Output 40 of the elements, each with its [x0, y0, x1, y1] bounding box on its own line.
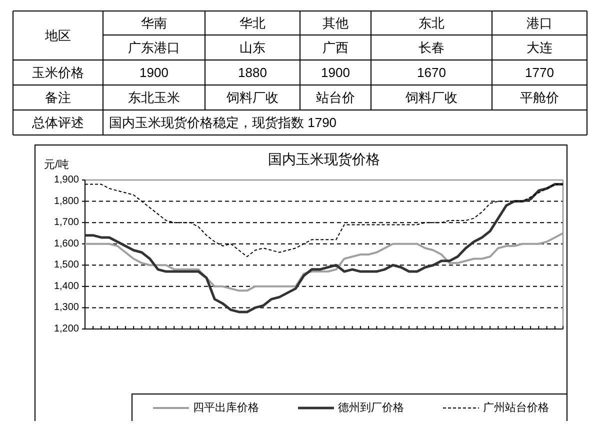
chart-title: 国内玉米现货价格	[268, 151, 380, 167]
text: 港口	[526, 16, 552, 30]
y-tick-label: 1,300	[54, 302, 80, 314]
y-tick-label: 1,900	[54, 174, 80, 186]
text: 东北	[418, 16, 444, 30]
text: 1880	[238, 65, 267, 80]
y-tick-label: 1,700	[54, 217, 80, 228]
text: 大连	[526, 40, 552, 55]
text: 1900	[140, 65, 168, 80]
y-tick-label: 1,800	[54, 196, 80, 207]
y-tick-label: 1,500	[54, 260, 80, 271]
text: 饲料厂收	[226, 90, 278, 105]
y-tick-label: 1,600	[54, 238, 80, 250]
line-series	[84, 232, 564, 292]
legend-label: 广州站台价格	[483, 401, 549, 414]
y-tick-label: 1,200	[54, 324, 80, 334]
text: 其他	[322, 16, 348, 30]
text: 地区	[44, 28, 71, 43]
text: 1900	[321, 65, 350, 80]
y-axis-title: 元/吨	[44, 158, 70, 171]
text: 东北玉米	[128, 90, 180, 105]
text: 广东港口	[128, 40, 180, 55]
y-tick-label: 1,400	[54, 280, 80, 292]
legend-label: 四平出库价格	[193, 401, 259, 414]
text: 站台价	[316, 90, 355, 105]
text: 平舱价	[520, 90, 559, 105]
text: 1770	[525, 65, 554, 80]
text: 备注	[45, 90, 71, 105]
line-series	[84, 183, 564, 314]
text: 长春	[418, 40, 444, 55]
text: 总体评述	[31, 115, 84, 130]
text: 广西	[322, 40, 348, 55]
text: 玉米价格	[32, 65, 84, 80]
text: 山东	[240, 40, 266, 55]
text: 1670	[417, 65, 446, 80]
legend-label: 德州到厂价格	[338, 401, 404, 414]
text: 饲料厂收	[404, 90, 458, 105]
text: 华北	[240, 16, 266, 30]
text: 国内玉米现货价格稳定，现货指数 1790	[109, 115, 337, 130]
text: 华南	[141, 16, 167, 30]
